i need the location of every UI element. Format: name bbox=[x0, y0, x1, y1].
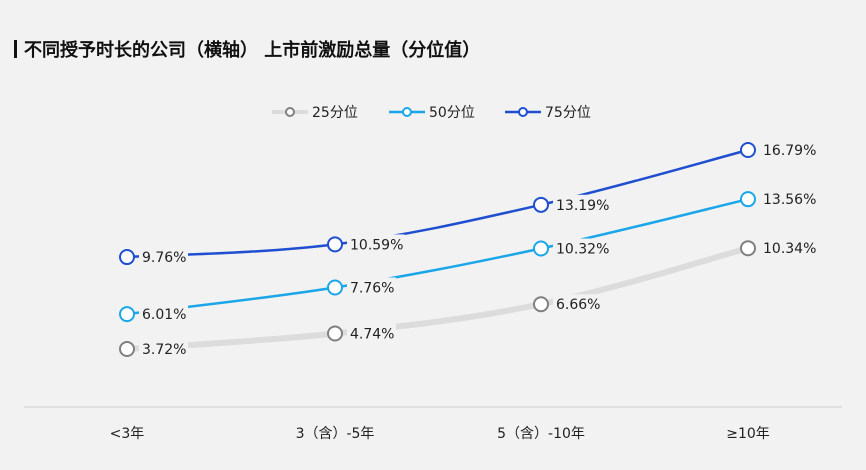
data-label: 4.74% bbox=[350, 326, 394, 342]
data-point bbox=[533, 196, 549, 213]
data-label-bg bbox=[760, 140, 818, 159]
data-label: 13.19% bbox=[556, 198, 609, 214]
series-line-2 bbox=[125, 197, 750, 316]
data-point bbox=[740, 191, 756, 208]
legend-label: 25分位 bbox=[312, 105, 358, 121]
legend-marker bbox=[518, 107, 528, 117]
data-label: 3.72% bbox=[142, 342, 186, 358]
data-point bbox=[533, 296, 549, 313]
data-point bbox=[740, 240, 756, 257]
data-label-bg bbox=[347, 234, 405, 254]
data-point bbox=[327, 236, 343, 253]
data-label-bg bbox=[760, 238, 818, 258]
data-label-bg bbox=[347, 323, 396, 343]
data-label: 13.56% bbox=[763, 192, 816, 208]
data-label: 7.76% bbox=[350, 280, 394, 296]
legend-label: 75分位 bbox=[545, 105, 591, 121]
data-label-bg bbox=[139, 247, 188, 267]
legend-marker bbox=[285, 107, 295, 117]
data-label: 10.59% bbox=[350, 237, 403, 253]
x-tick-label: <3年 bbox=[110, 426, 145, 442]
data-point bbox=[327, 325, 343, 342]
data-label: 6.01% bbox=[142, 307, 186, 323]
x-tick-label: 5（含）-10年 bbox=[497, 426, 585, 442]
data-point bbox=[119, 306, 135, 323]
data-point bbox=[119, 249, 135, 266]
data-point bbox=[533, 240, 549, 257]
series-line-1 bbox=[124, 245, 751, 352]
data-label-bg bbox=[553, 238, 611, 258]
chart-title: 不同授予时长的公司（横轴） 上市前激励总量（分位值） bbox=[24, 40, 481, 61]
data-label-bg bbox=[760, 189, 818, 209]
data-label-bg bbox=[139, 339, 188, 358]
data-label-bg bbox=[553, 294, 602, 314]
legend-label: 50分位 bbox=[429, 105, 475, 121]
legend-marker bbox=[402, 107, 412, 117]
data-label: 6.66% bbox=[556, 297, 600, 313]
data-label: 10.32% bbox=[556, 242, 609, 258]
x-tick-label: 3（含）-5年 bbox=[296, 426, 375, 442]
data-label-bg bbox=[553, 194, 611, 214]
x-tick-label: ≥10年 bbox=[726, 426, 770, 442]
data-point bbox=[327, 279, 343, 296]
data-label: 10.34% bbox=[763, 241, 816, 257]
title-accent-bar bbox=[14, 40, 17, 58]
data-point bbox=[119, 341, 135, 357]
data-label: 16.79% bbox=[763, 143, 816, 159]
data-point bbox=[740, 142, 756, 158]
data-label: 9.76% bbox=[142, 250, 186, 266]
series-line-3 bbox=[125, 148, 750, 259]
data-label-bg bbox=[347, 277, 396, 297]
data-label-bg bbox=[139, 304, 188, 324]
